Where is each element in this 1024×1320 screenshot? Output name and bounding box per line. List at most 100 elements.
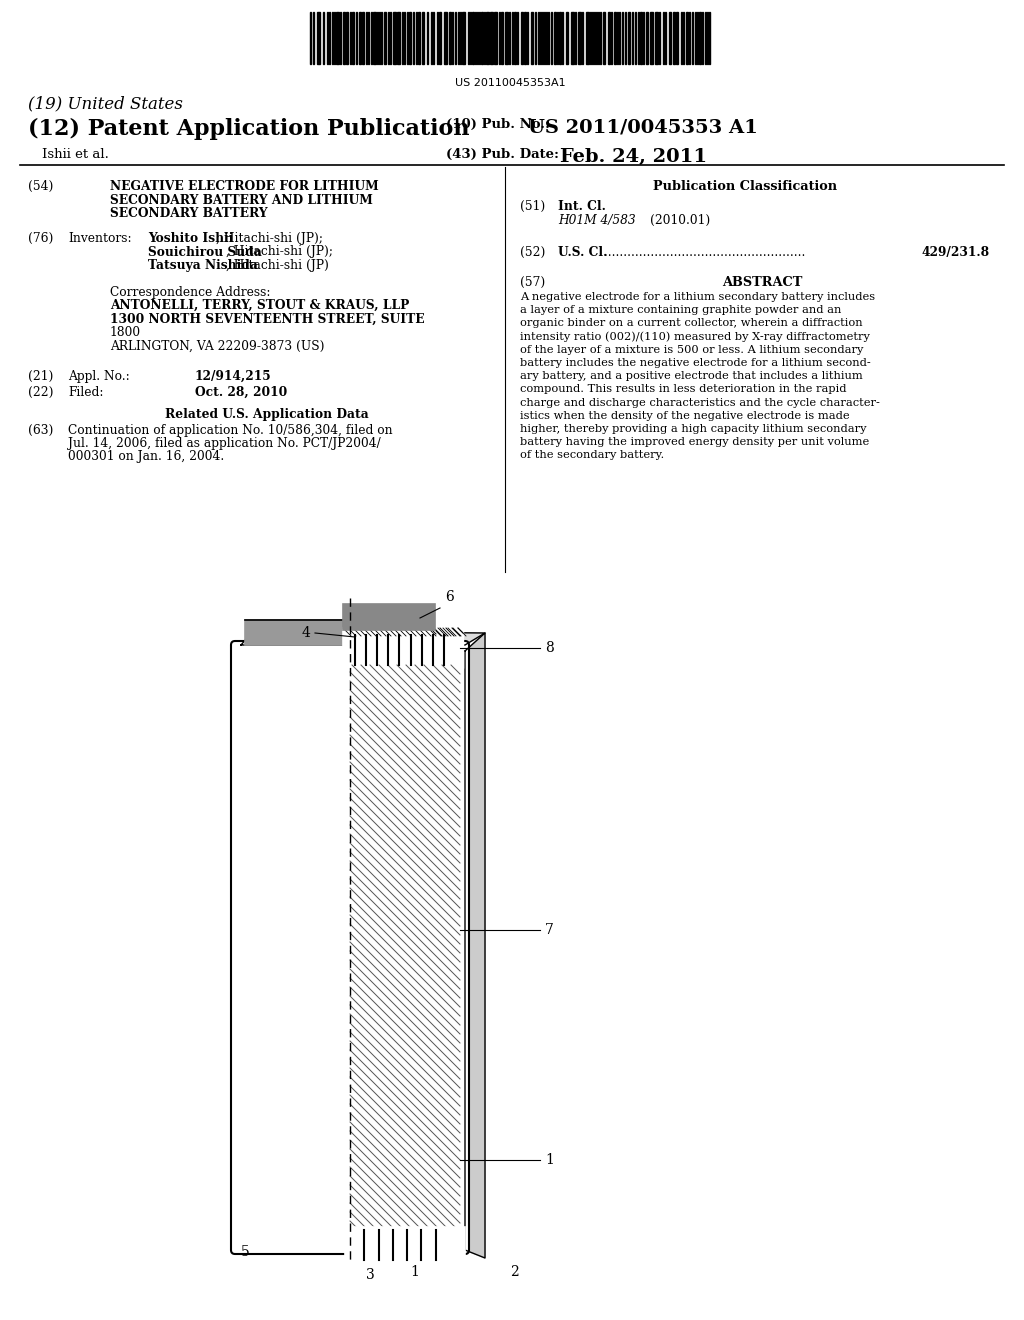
Bar: [673, 12, 675, 63]
Bar: [676, 12, 678, 63]
Text: Correspondence Address:: Correspondence Address:: [110, 286, 270, 300]
Bar: [373, 12, 376, 63]
Text: 1: 1: [545, 1152, 554, 1167]
Text: H01M 4/583: H01M 4/583: [558, 214, 636, 227]
Bar: [439, 12, 441, 63]
Bar: [336, 12, 339, 63]
Text: ARLINGTON, VA 22209-3873 (US): ARLINGTON, VA 22209-3873 (US): [110, 339, 325, 352]
Text: ANTONELLI, TERRY, STOUT & KRAUS, LLP: ANTONELLI, TERRY, STOUT & KRAUS, LLP: [110, 300, 410, 312]
Bar: [578, 12, 581, 63]
Text: Filed:: Filed:: [68, 385, 103, 399]
Text: 3: 3: [366, 1269, 375, 1282]
Bar: [614, 12, 616, 63]
Text: of the secondary battery.: of the secondary battery.: [520, 450, 665, 461]
Text: 8: 8: [545, 642, 554, 655]
Bar: [418, 12, 420, 63]
Bar: [628, 12, 630, 63]
Bar: [343, 605, 435, 630]
Text: battery includes the negative electrode for a lithium second-: battery includes the negative electrode …: [520, 358, 870, 368]
Bar: [409, 12, 411, 63]
Text: 000301 on Jan. 16, 2004.: 000301 on Jan. 16, 2004.: [68, 450, 224, 463]
Bar: [640, 12, 642, 63]
Bar: [449, 12, 451, 63]
Text: ary battery, and a positive electrode that includes a lithium: ary battery, and a positive electrode th…: [520, 371, 863, 381]
Bar: [481, 12, 483, 63]
Bar: [350, 665, 460, 1230]
Text: 5: 5: [242, 1245, 250, 1259]
Bar: [524, 12, 526, 63]
Bar: [586, 12, 589, 63]
Text: (52): (52): [520, 246, 546, 259]
Text: (12) Patent Application Publication: (12) Patent Application Publication: [28, 117, 469, 140]
Text: Appl. No.:: Appl. No.:: [68, 370, 130, 383]
Text: compound. This results in less deterioration in the rapid: compound. This results in less deteriora…: [520, 384, 847, 395]
Text: istics when the density of the negative electrode is made: istics when the density of the negative …: [520, 411, 850, 421]
Text: SECONDARY BATTERY AND LITHIUM: SECONDARY BATTERY AND LITHIUM: [110, 194, 373, 206]
Text: 1800: 1800: [110, 326, 141, 339]
Text: (51): (51): [520, 201, 545, 213]
Text: 429/231.8: 429/231.8: [922, 246, 990, 259]
Bar: [444, 12, 447, 63]
Text: SECONDARY BATTERY: SECONDARY BATTERY: [110, 207, 267, 220]
Bar: [655, 12, 658, 63]
Bar: [559, 12, 561, 63]
Text: Publication Classification: Publication Classification: [653, 180, 837, 193]
Text: Souichirou Suda: Souichirou Suda: [148, 246, 262, 259]
Text: Continuation of application No. 10/586,304, filed on: Continuation of application No. 10/586,3…: [68, 424, 392, 437]
Text: Tatsuya Nishida: Tatsuya Nishida: [148, 259, 258, 272]
Bar: [669, 12, 671, 63]
Bar: [566, 12, 568, 63]
Bar: [531, 12, 534, 63]
Bar: [490, 12, 493, 63]
Text: (21): (21): [28, 370, 53, 383]
Bar: [359, 12, 361, 63]
Bar: [384, 12, 386, 63]
Text: U.S. Cl.: U.S. Cl.: [558, 246, 607, 259]
Text: (19) United States: (19) United States: [28, 95, 183, 112]
Bar: [571, 12, 574, 63]
Text: charge and discharge characteristics and the cycle character-: charge and discharge characteristics and…: [520, 397, 880, 408]
Bar: [505, 12, 508, 63]
Text: organic binder on a current collector, wherein a diffraction: organic binder on a current collector, w…: [520, 318, 862, 329]
Text: (10) Pub. No.:: (10) Pub. No.:: [446, 117, 550, 131]
Text: , Hitachi-shi (JP): , Hitachi-shi (JP): [226, 259, 329, 272]
Bar: [430, 628, 463, 668]
Bar: [650, 12, 653, 63]
Bar: [462, 12, 465, 63]
Text: , Hitachi-shi (JP);: , Hitachi-shi (JP);: [226, 246, 333, 259]
Bar: [521, 12, 523, 63]
Text: (57): (57): [520, 276, 545, 289]
Bar: [343, 628, 460, 665]
Text: 1300 NORTH SEVENTEENTH STREET, SUITE: 1300 NORTH SEVENTEENTH STREET, SUITE: [110, 313, 425, 326]
Text: (54): (54): [28, 180, 53, 193]
Text: Related U.S. Application Data: Related U.S. Application Data: [165, 408, 369, 421]
Text: 12/914,215: 12/914,215: [195, 370, 271, 383]
Polygon shape: [465, 634, 485, 1258]
FancyBboxPatch shape: [231, 642, 469, 1254]
Text: (63): (63): [28, 424, 53, 437]
Bar: [352, 12, 354, 63]
Bar: [245, 620, 350, 645]
Text: A negative electrode for a lithium secondary battery includes: A negative electrode for a lithium secon…: [520, 292, 876, 302]
Text: Ishii et al.: Ishii et al.: [42, 148, 109, 161]
Text: US 2011/0045353 A1: US 2011/0045353 A1: [528, 117, 758, 136]
Bar: [494, 12, 497, 63]
Bar: [362, 12, 364, 63]
Text: Int. Cl.: Int. Cl.: [558, 201, 606, 213]
Bar: [501, 12, 503, 63]
Text: (43) Pub. Date:: (43) Pub. Date:: [446, 148, 559, 161]
Text: Oct. 28, 2010: Oct. 28, 2010: [195, 385, 288, 399]
Bar: [603, 12, 605, 63]
Bar: [646, 12, 648, 63]
Bar: [422, 12, 424, 63]
Text: battery having the improved energy density per unit volume: battery having the improved energy densi…: [520, 437, 869, 447]
Text: 6: 6: [445, 590, 454, 605]
Bar: [608, 12, 610, 63]
Text: (2010.01): (2010.01): [650, 214, 711, 227]
Bar: [345, 1228, 465, 1265]
Bar: [686, 12, 688, 63]
Text: Inventors:: Inventors:: [68, 232, 132, 246]
Bar: [554, 12, 556, 63]
Text: of the layer of a mixture is 500 or less. A lithium secondary: of the layer of a mixture is 500 or less…: [520, 345, 863, 355]
Text: Yoshito Ishii: Yoshito Ishii: [148, 232, 233, 246]
